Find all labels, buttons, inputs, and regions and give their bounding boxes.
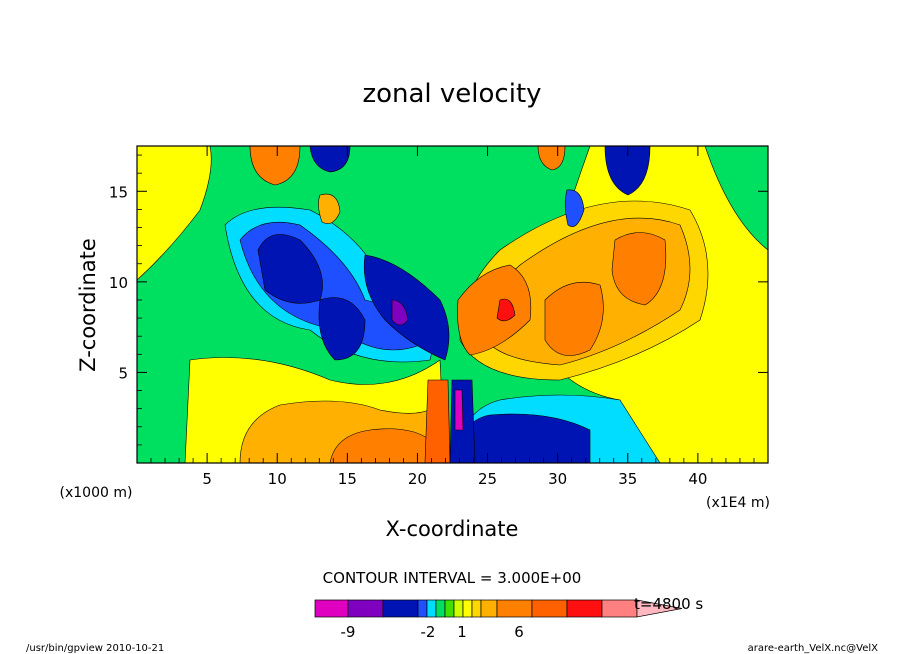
y-axis-label: Z-coordinate bbox=[76, 238, 100, 372]
colorbar-segment bbox=[314, 599, 349, 618]
contour-orange-top-mid bbox=[537, 146, 566, 171]
x-tick-label: 20 bbox=[408, 470, 427, 488]
colorbar-arrow bbox=[636, 599, 683, 618]
x-scale-note: (x1E4 m) bbox=[706, 495, 770, 511]
colorbar-segment bbox=[496, 599, 533, 618]
colorbar-segment bbox=[426, 599, 437, 618]
x-tick-label: 15 bbox=[338, 470, 357, 488]
colorbar-segment bbox=[417, 599, 428, 618]
x-tick-label: 35 bbox=[618, 470, 637, 488]
colorbar-tick-labels: -9 -2 1 6 bbox=[341, 623, 524, 641]
colorbar-segment bbox=[435, 599, 446, 618]
colorbar-segment bbox=[462, 599, 473, 618]
contour-darkblue-lower-left bbox=[318, 297, 366, 361]
contour-field bbox=[137, 146, 768, 463]
colorbar-tick-label: 6 bbox=[514, 623, 524, 641]
colorbar-tick-label: 1 bbox=[457, 623, 467, 641]
y-tick-label: 15 bbox=[109, 183, 128, 201]
contour-dark-orange-far-right bbox=[611, 232, 667, 306]
colorbar-segment bbox=[444, 599, 455, 618]
colorbar-tick-label: -2 bbox=[421, 623, 436, 641]
y-tick-label: 10 bbox=[109, 274, 128, 292]
colorbar-segment bbox=[531, 599, 568, 618]
contour-orange-small-left bbox=[318, 193, 341, 224]
x-tick-label: 30 bbox=[548, 470, 567, 488]
contour-blue-top-mid bbox=[309, 146, 351, 173]
y-tick-label: 5 bbox=[118, 364, 128, 382]
contour-blue-small-right bbox=[564, 189, 585, 227]
x-axis-ticks: 5 10 15 20 25 30 35 40 bbox=[150, 146, 755, 488]
colorbar-segment bbox=[471, 599, 482, 618]
colorbar-segment bbox=[601, 599, 638, 618]
contour-interval-text: CONTOUR INTERVAL = 3.000E+00 bbox=[323, 569, 582, 587]
footer-left: /usr/bin/gpview 2010-10-21 bbox=[26, 643, 164, 654]
x-axis-label: X-coordinate bbox=[386, 517, 519, 541]
contour-red-bottom-center bbox=[424, 379, 451, 463]
contour-magenta-bottom-center bbox=[454, 389, 464, 431]
plot-frame bbox=[136, 145, 769, 464]
x-tick-label: 25 bbox=[478, 470, 497, 488]
colorbar-segment bbox=[566, 599, 603, 618]
colorbar-tick-label: -9 bbox=[341, 623, 356, 641]
colorbar-segment bbox=[453, 599, 464, 618]
y-scale-note: (x1000 m) bbox=[60, 485, 133, 501]
chart-title: zonal velocity bbox=[362, 79, 541, 109]
contour-purple-center bbox=[391, 299, 409, 326]
contour-dark-orange-right bbox=[544, 281, 604, 356]
colorbar bbox=[314, 599, 683, 618]
contour-orange-top-left bbox=[249, 146, 301, 186]
y-axis-ticks: 5 10 15 bbox=[109, 154, 768, 446]
x-tick-label: 10 bbox=[268, 470, 287, 488]
contour-red-center bbox=[496, 298, 516, 322]
contour-yellow-left bbox=[137, 146, 212, 281]
colorbar-segment bbox=[347, 599, 384, 618]
contour-darkblue-center bbox=[363, 254, 450, 361]
x-tick-label: 5 bbox=[202, 470, 212, 488]
colorbar-segment bbox=[480, 599, 498, 618]
x-tick-label: 40 bbox=[688, 470, 707, 488]
contour-dark-orange-center bbox=[457, 264, 532, 356]
time-text: t=4800 s bbox=[634, 595, 703, 613]
contour-blue-top-right bbox=[604, 146, 651, 196]
contour-darkblue-left bbox=[257, 234, 323, 304]
footer-right: arare-earth_VelX.nc@VelX bbox=[748, 643, 879, 654]
colorbar-segment bbox=[382, 599, 419, 618]
